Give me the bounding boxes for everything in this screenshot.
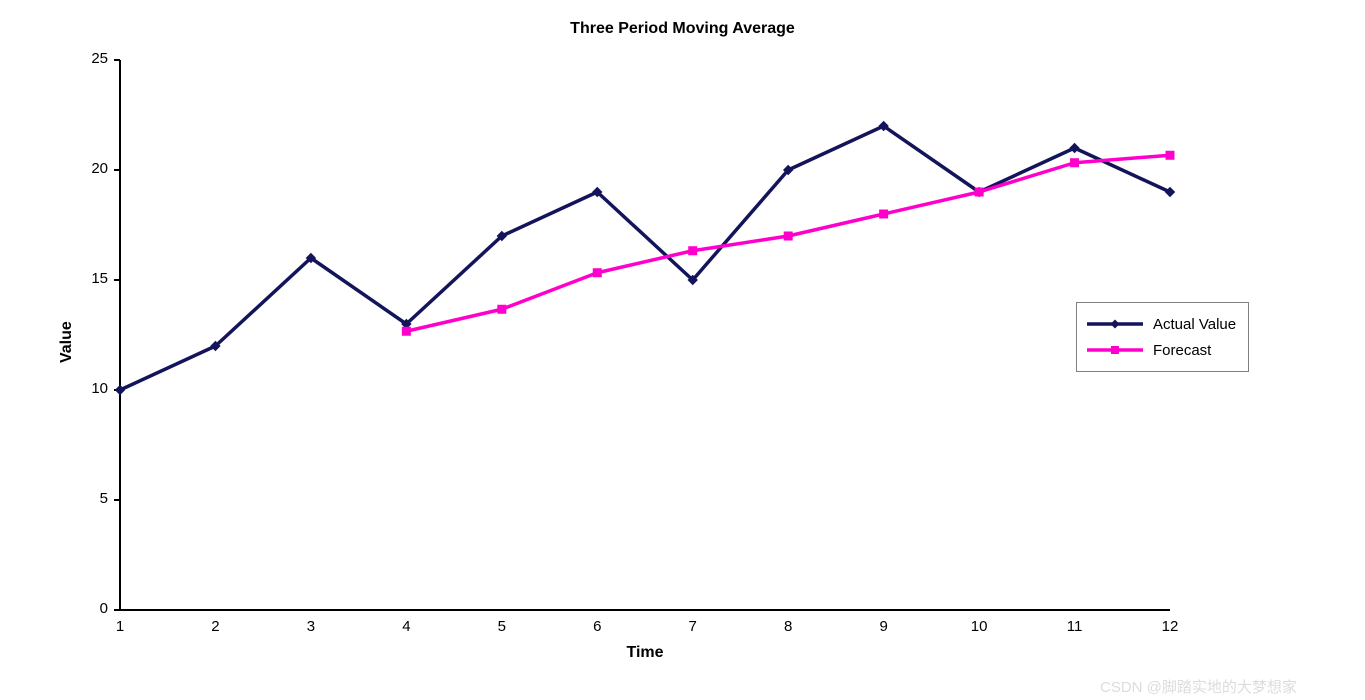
x-tick-label: 4	[396, 618, 416, 635]
y-tick-label: 10	[91, 380, 108, 397]
watermark: CSDN @脚踏实地的大梦想家	[1100, 676, 1297, 697]
x-tick-label: 7	[683, 618, 703, 635]
x-tick-label: 10	[969, 618, 989, 635]
x-tick-label: 11	[1065, 618, 1085, 635]
legend: Actual Value Forecast	[1076, 302, 1249, 372]
y-tick-label: 20	[91, 160, 108, 177]
x-axis-label: Time	[120, 644, 1170, 662]
y-tick-label: 15	[91, 270, 108, 287]
legend-swatch	[1087, 340, 1143, 360]
x-tick-label: 2	[205, 618, 225, 635]
legend-item: Actual Value	[1087, 311, 1236, 337]
y-tick-label: 5	[100, 490, 108, 507]
x-tick-label: 1	[110, 618, 130, 635]
legend-label: Actual Value	[1153, 316, 1236, 333]
x-tick-label: 6	[587, 618, 607, 635]
x-tick-label: 8	[778, 618, 798, 635]
x-tick-label: 12	[1160, 618, 1180, 635]
legend-label: Forecast	[1153, 342, 1211, 359]
y-axis-label: Value	[58, 321, 76, 363]
legend-swatch	[1087, 314, 1143, 334]
y-tick-label: 25	[91, 50, 108, 67]
x-tick-label: 9	[874, 618, 894, 635]
y-tick-label: 0	[100, 600, 108, 617]
legend-item: Forecast	[1087, 337, 1236, 363]
x-tick-label: 3	[301, 618, 321, 635]
x-tick-label: 5	[492, 618, 512, 635]
